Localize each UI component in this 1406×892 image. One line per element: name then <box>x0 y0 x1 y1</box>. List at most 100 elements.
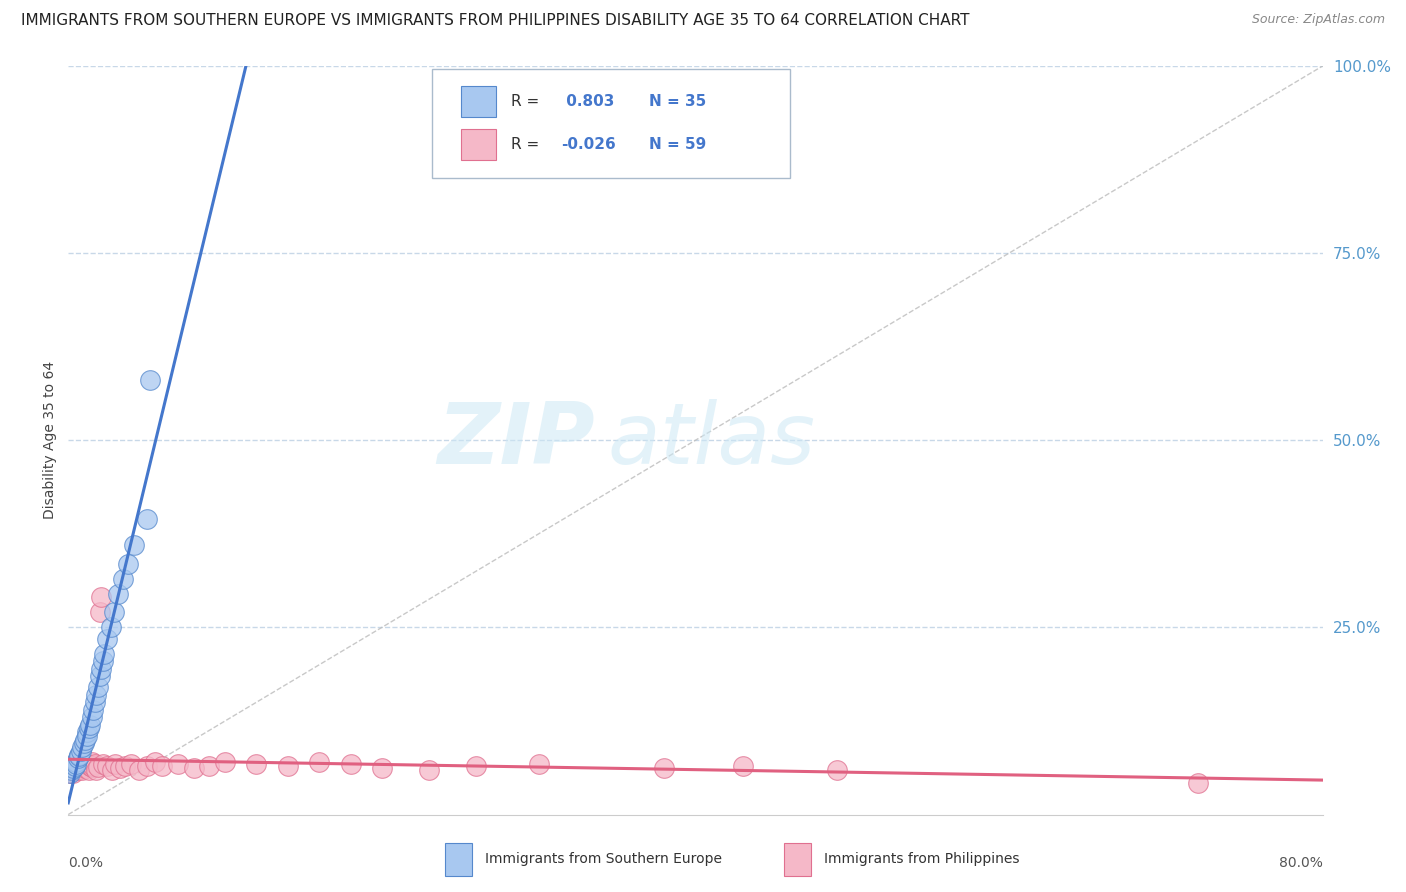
Text: 80.0%: 80.0% <box>1279 855 1323 870</box>
Point <box>77 722 100 736</box>
Point <box>90 661 112 675</box>
Point <box>59 766 82 780</box>
Point <box>67 755 90 769</box>
Point <box>60 763 83 777</box>
FancyBboxPatch shape <box>783 843 811 876</box>
Point <box>69 761 91 775</box>
Point <box>120 756 142 771</box>
Point <box>69 744 91 758</box>
Point <box>69 756 91 771</box>
Point <box>67 747 90 762</box>
Point <box>139 373 162 387</box>
Point <box>245 756 267 771</box>
Point <box>103 605 125 619</box>
Point <box>117 557 139 571</box>
Point <box>80 710 103 724</box>
Point <box>96 632 118 646</box>
Text: -0.026: -0.026 <box>561 136 616 152</box>
Point <box>66 751 89 765</box>
Point <box>62 763 84 777</box>
Point <box>79 717 101 731</box>
Text: Immigrants from Southern Europe: Immigrants from Southern Europe <box>485 853 721 866</box>
Point <box>86 763 108 777</box>
Text: N = 59: N = 59 <box>650 136 707 152</box>
Text: ZIP: ZIP <box>437 399 595 482</box>
Point <box>339 756 361 771</box>
Text: 0.803: 0.803 <box>561 94 614 109</box>
Point <box>308 755 330 769</box>
Point <box>67 749 90 764</box>
Point <box>96 759 118 773</box>
Text: N = 35: N = 35 <box>650 94 707 109</box>
Point <box>198 759 221 773</box>
Point <box>87 760 110 774</box>
Y-axis label: Disability Age 35 to 64: Disability Age 35 to 64 <box>44 361 58 519</box>
Point <box>72 763 94 777</box>
Point <box>79 759 101 773</box>
Point <box>76 725 98 739</box>
Point <box>101 763 124 777</box>
Point <box>82 703 104 717</box>
Point <box>77 763 100 777</box>
Point <box>73 755 96 769</box>
Point <box>73 736 96 750</box>
Point <box>100 620 122 634</box>
Point <box>167 756 190 771</box>
Text: Immigrants from Philippines: Immigrants from Philippines <box>824 853 1019 866</box>
Point <box>90 591 112 605</box>
Point <box>72 759 94 773</box>
Point <box>86 688 108 702</box>
Point <box>107 586 129 600</box>
Point <box>59 763 82 777</box>
Point <box>63 763 86 777</box>
Point <box>108 761 131 775</box>
Point <box>1187 776 1209 790</box>
Point <box>60 764 83 778</box>
Point <box>89 605 111 619</box>
Point <box>75 761 97 775</box>
Point <box>65 761 87 775</box>
FancyBboxPatch shape <box>461 128 496 160</box>
Point <box>62 766 84 780</box>
Point <box>527 756 550 771</box>
Point <box>731 759 754 773</box>
Point <box>654 761 676 775</box>
Point <box>104 756 127 771</box>
FancyBboxPatch shape <box>461 86 496 117</box>
FancyBboxPatch shape <box>444 843 472 876</box>
Point <box>80 760 103 774</box>
Point <box>135 759 157 773</box>
FancyBboxPatch shape <box>432 70 790 178</box>
Point <box>60 759 83 773</box>
Point <box>65 756 87 771</box>
Point <box>150 759 173 773</box>
Point <box>63 759 86 773</box>
Point <box>66 759 89 773</box>
Point <box>114 759 136 773</box>
Point <box>65 755 87 769</box>
Point <box>66 763 89 777</box>
Point <box>76 756 98 771</box>
Text: 0.0%: 0.0% <box>69 855 103 870</box>
Point <box>93 647 115 661</box>
Point <box>122 538 145 552</box>
Point <box>80 755 103 769</box>
Point <box>87 680 110 694</box>
Point <box>214 755 236 769</box>
Point <box>89 669 111 683</box>
Point <box>143 755 166 769</box>
Point <box>135 512 157 526</box>
Point <box>277 759 299 773</box>
Point <box>91 756 114 771</box>
Point <box>62 761 84 775</box>
Point <box>82 759 104 773</box>
Point <box>67 760 90 774</box>
Point <box>76 729 98 743</box>
Point <box>72 740 94 755</box>
Point <box>65 756 87 771</box>
Point <box>83 695 105 709</box>
Point <box>371 761 394 775</box>
Point <box>183 761 205 775</box>
Point <box>112 572 135 586</box>
Text: atlas: atlas <box>607 399 815 482</box>
